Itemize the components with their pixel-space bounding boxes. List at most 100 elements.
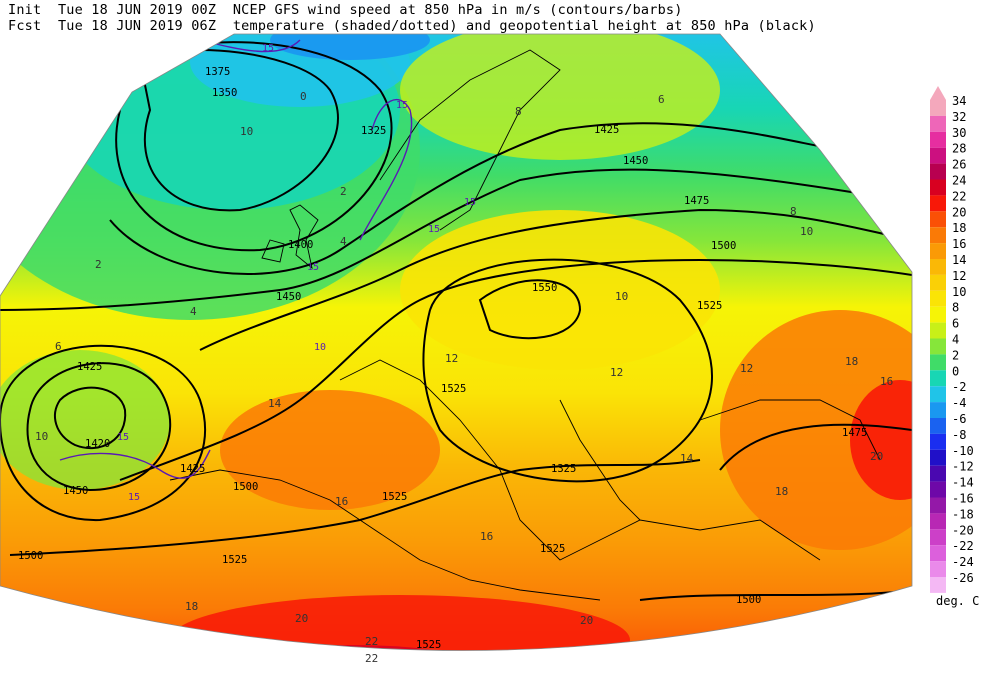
contour-1475-east: [719, 423, 912, 471]
height-label: 1375: [205, 66, 230, 78]
height-label: 1525: [540, 543, 565, 555]
wind-label: 15: [128, 492, 140, 503]
legend-color-box: [930, 386, 946, 403]
legend-color-box: [930, 465, 946, 482]
legend-level-label: -18: [952, 507, 974, 521]
legend-color-box: [930, 227, 946, 244]
legend-color-box: [930, 100, 946, 116]
legend-color-box: [930, 306, 946, 323]
temp-label: 2: [95, 258, 102, 271]
legend-level-label: 10: [952, 285, 966, 299]
height-label: 1450: [63, 485, 88, 497]
cold-region-edge: [270, 34, 430, 60]
legend-level-label: 34: [952, 94, 966, 108]
legend-color-box: [930, 131, 946, 148]
height-label: 1325: [551, 463, 576, 475]
temp-label: 16: [880, 375, 893, 388]
legend-color-box: [930, 179, 946, 196]
temp-label: 10: [800, 225, 813, 238]
coast-scandinavia: [379, 49, 561, 231]
height-label: 1525: [222, 554, 247, 566]
wind-label: 15: [396, 100, 408, 111]
legend-level-label: 24: [952, 174, 966, 188]
legend-color-box: [930, 449, 946, 466]
legend-level-label: 12: [952, 269, 966, 283]
legend-color-box: [930, 481, 946, 498]
init-time: Tue 18 JUN 2019 00Z: [57, 2, 217, 18]
height-label: 1500: [18, 550, 43, 562]
scandinavia-band: [400, 34, 720, 160]
contour-1525-high: [422, 258, 713, 483]
height-label: 1525: [382, 491, 407, 503]
legend-level-label: 32: [952, 110, 966, 124]
temp-label: 14: [680, 452, 694, 465]
temp-label: 10: [240, 125, 253, 138]
legend-level-label: 2: [952, 348, 959, 362]
legend-color-box: [930, 274, 946, 291]
temp-label: 2: [340, 185, 347, 198]
coast-mediterranean-north: [339, 359, 821, 561]
contour-1420: [54, 386, 127, 450]
temp-label: 14: [268, 397, 282, 410]
legend-level-label: 22: [952, 189, 966, 203]
height-labels: 1350 1325 1425 1450 1475 1500 1525 1550 …: [18, 66, 867, 651]
height-label: 1500: [736, 594, 761, 606]
legend-color-box: [930, 561, 946, 577]
legend-level-label: -6: [952, 412, 966, 426]
legend-color-box: [930, 433, 946, 450]
legend-level-label: 14: [952, 253, 966, 267]
contour-1475: [199, 208, 912, 351]
legend-level-label: 0: [952, 364, 959, 378]
temp-label: 18: [185, 600, 198, 613]
height-label: 1425: [180, 463, 205, 475]
contour-1500: [119, 258, 912, 481]
wind-label: 15: [307, 262, 319, 273]
temp-label: 10: [35, 430, 48, 443]
temp-label: 6: [658, 93, 665, 106]
legend-level-label: 16: [952, 237, 966, 251]
height-label: 1325: [361, 125, 386, 137]
fcst-time: Tue 18 JUN 2019 06Z: [57, 18, 217, 34]
contour-1325: [138, 49, 339, 212]
height-label: 1425: [77, 361, 102, 373]
height-label: 1475: [842, 427, 867, 439]
wind-labels: 15 15 15 15 15 10 15 15: [117, 43, 476, 503]
legend-level-label: -8: [952, 428, 966, 442]
temp-label: 12: [610, 366, 623, 379]
legend-level-label: 4: [952, 333, 959, 347]
legend-color-box: [930, 418, 946, 434]
temp-label: 16: [480, 530, 493, 543]
temp-label: 8: [790, 205, 797, 218]
height-contours: [0, 41, 912, 601]
height-label: 1475: [684, 195, 709, 207]
contour-1450-low: [0, 344, 206, 522]
legend-level-label: 6: [952, 317, 959, 331]
legend-color-box: [930, 163, 946, 180]
legend-level-label: -14: [952, 476, 974, 490]
temp-label: 0: [300, 90, 307, 103]
temp-label: 20: [870, 450, 883, 463]
temp-label: 20: [295, 612, 308, 625]
legend-color-box: [930, 147, 946, 164]
iberia-warm: [220, 390, 440, 510]
legend-level-label: -22: [952, 539, 974, 553]
legend-color-box: [930, 115, 946, 132]
central-europe-warm: [400, 210, 720, 370]
legend-level-label: -26: [952, 571, 974, 585]
temp-label: 4: [190, 305, 197, 318]
legend-color-boxes: [930, 86, 946, 593]
wind-label: 10: [314, 342, 326, 353]
temp-label: 12: [445, 352, 458, 365]
header-line-init: Init Tue 18 JUN 2019 00Z NCEP GFS wind s…: [8, 2, 683, 18]
legend-level-label: 20: [952, 205, 966, 219]
title-line-2: temperature (shaded/dotted) and geopoten…: [232, 18, 816, 34]
height-label: 1525: [416, 639, 441, 651]
legend-color-box: [930, 354, 946, 371]
wind-label: 15: [428, 224, 440, 235]
coast-italy-balkans: [559, 399, 641, 521]
contour-1450: [0, 168, 901, 311]
legend-color-box: [930, 513, 946, 530]
legend-color-box: [930, 370, 946, 387]
temp-label: 8: [515, 105, 522, 118]
